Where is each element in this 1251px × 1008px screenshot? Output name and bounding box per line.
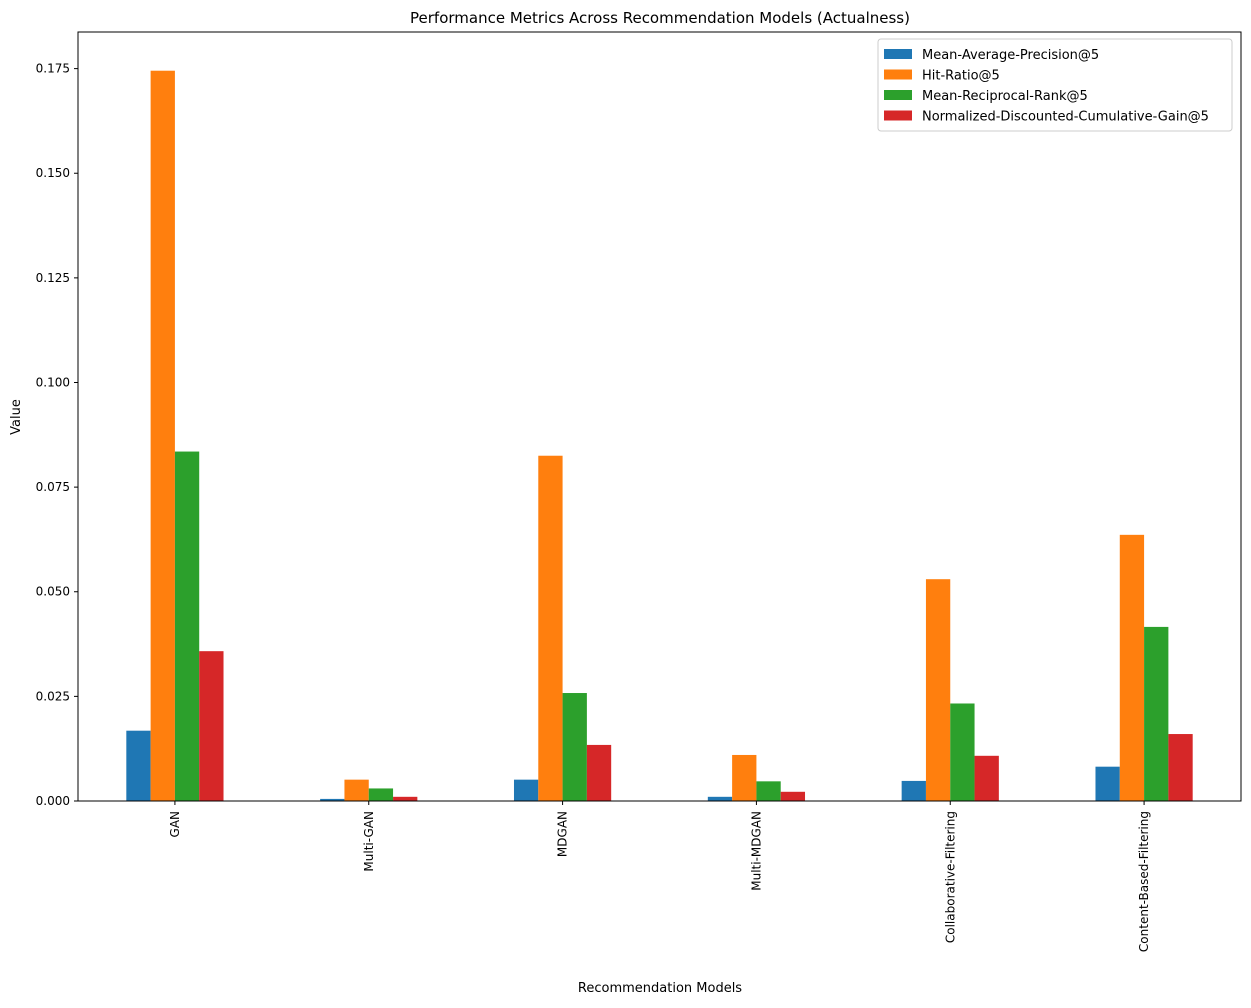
bar-gan-hit-ratio-5 xyxy=(150,70,175,802)
y-tick-label: 0.175 xyxy=(36,62,70,76)
bar-collaborative-filtering-normalized-discounted-cumulative-gain-5 xyxy=(974,755,999,801)
x-axis-label: Recommendation Models xyxy=(578,981,742,996)
y-tick-label: 0.000 xyxy=(36,794,70,808)
x-tick-label: Multi-MDGAN xyxy=(749,811,763,891)
bar-collaborative-filtering-mean-reciprocal-rank-5 xyxy=(950,703,975,801)
x-tick-label: GAN xyxy=(168,811,182,837)
y-tick-label: 0.025 xyxy=(36,689,70,703)
x-tick-label: Multi-GAN xyxy=(362,811,376,872)
legend-swatch xyxy=(884,49,912,59)
y-tick-label: 0.050 xyxy=(36,585,70,599)
bar-multi-mdgan-mean-reciprocal-rank-5 xyxy=(756,781,781,801)
bar-multi-gan-mean-reciprocal-rank-5 xyxy=(368,788,394,801)
legend-swatch xyxy=(884,69,912,80)
y-tick-label: 0.075 xyxy=(36,480,70,494)
y-tick-label: 0.100 xyxy=(36,375,70,389)
legend-box xyxy=(877,38,1233,132)
bar-content-based-filtering-hit-ratio-5 xyxy=(1119,534,1145,801)
bar-content-based-filtering-mean-average-precision-5 xyxy=(1095,766,1120,801)
bar-mdgan-mean-average-precision-5 xyxy=(513,779,539,801)
bar-mdgan-hit-ratio-5 xyxy=(538,455,563,801)
bar-gan-normalized-discounted-cumulative-gain-5 xyxy=(199,651,224,801)
bar-mdgan-mean-reciprocal-rank-5 xyxy=(562,693,587,801)
plot-frame xyxy=(77,31,1242,802)
y-axis: 0.000 0.025 0.050 0.075 0.100 0.125 0.150 0.175 xyxy=(36,62,78,808)
legend-label: Hit-Ratio@5 xyxy=(922,69,1000,84)
legend-label: Mean-Average-Precision@5 xyxy=(922,48,1099,63)
bar-collaborative-filtering-hit-ratio-5 xyxy=(925,579,951,801)
bar-multi-mdgan-normalized-discounted-cumulative-gain-5 xyxy=(780,791,806,801)
legend-swatch xyxy=(884,110,912,121)
bar-content-based-filtering-mean-reciprocal-rank-5 xyxy=(1144,626,1169,801)
bar-multi-gan-mean-average-precision-5 xyxy=(320,798,345,801)
bar-collaborative-filtering-mean-average-precision-5 xyxy=(901,780,926,801)
legend-swatch xyxy=(884,90,912,100)
bar-gan-mean-reciprocal-rank-5 xyxy=(174,451,200,801)
x-tick-label: MDGAN xyxy=(556,811,570,857)
legend: Mean-Average-Precision@5 Hit-Ratio@5 Mean-… xyxy=(877,38,1233,132)
y-axis-label: Value xyxy=(9,399,24,435)
bar-multi-gan-normalized-discounted-cumulative-gain-5 xyxy=(393,796,418,801)
x-tick-label: Collaborative-Filtering xyxy=(943,811,957,943)
legend-label: Mean-Reciprocal-Rank@5 xyxy=(922,89,1088,104)
bar-multi-mdgan-mean-average-precision-5 xyxy=(707,796,733,801)
bars-layer xyxy=(126,70,1193,802)
y-tick-label: 0.150 xyxy=(36,166,70,180)
x-tick-label: Content-Based-Filtering xyxy=(1137,811,1151,952)
legend-label: Normalized-Discounted-Cumulative-Gain@5 xyxy=(922,110,1209,125)
bar-gan-mean-average-precision-5 xyxy=(126,730,151,801)
bar-multi-mdgan-hit-ratio-5 xyxy=(732,754,757,801)
bar-multi-gan-hit-ratio-5 xyxy=(344,779,369,801)
x-axis: GAN Multi-GAN MDGAN Multi-MDGAN Collaborativ… xyxy=(168,801,1151,952)
chart-title: Performance Metrics Across Recommendatio… xyxy=(410,9,910,27)
bar-mdgan-normalized-discounted-cumulative-gain-5 xyxy=(586,744,612,801)
bar-content-based-filtering-normalized-discounted-cumulative-gain-5 xyxy=(1168,734,1193,801)
y-tick-label: 0.125 xyxy=(36,271,70,285)
